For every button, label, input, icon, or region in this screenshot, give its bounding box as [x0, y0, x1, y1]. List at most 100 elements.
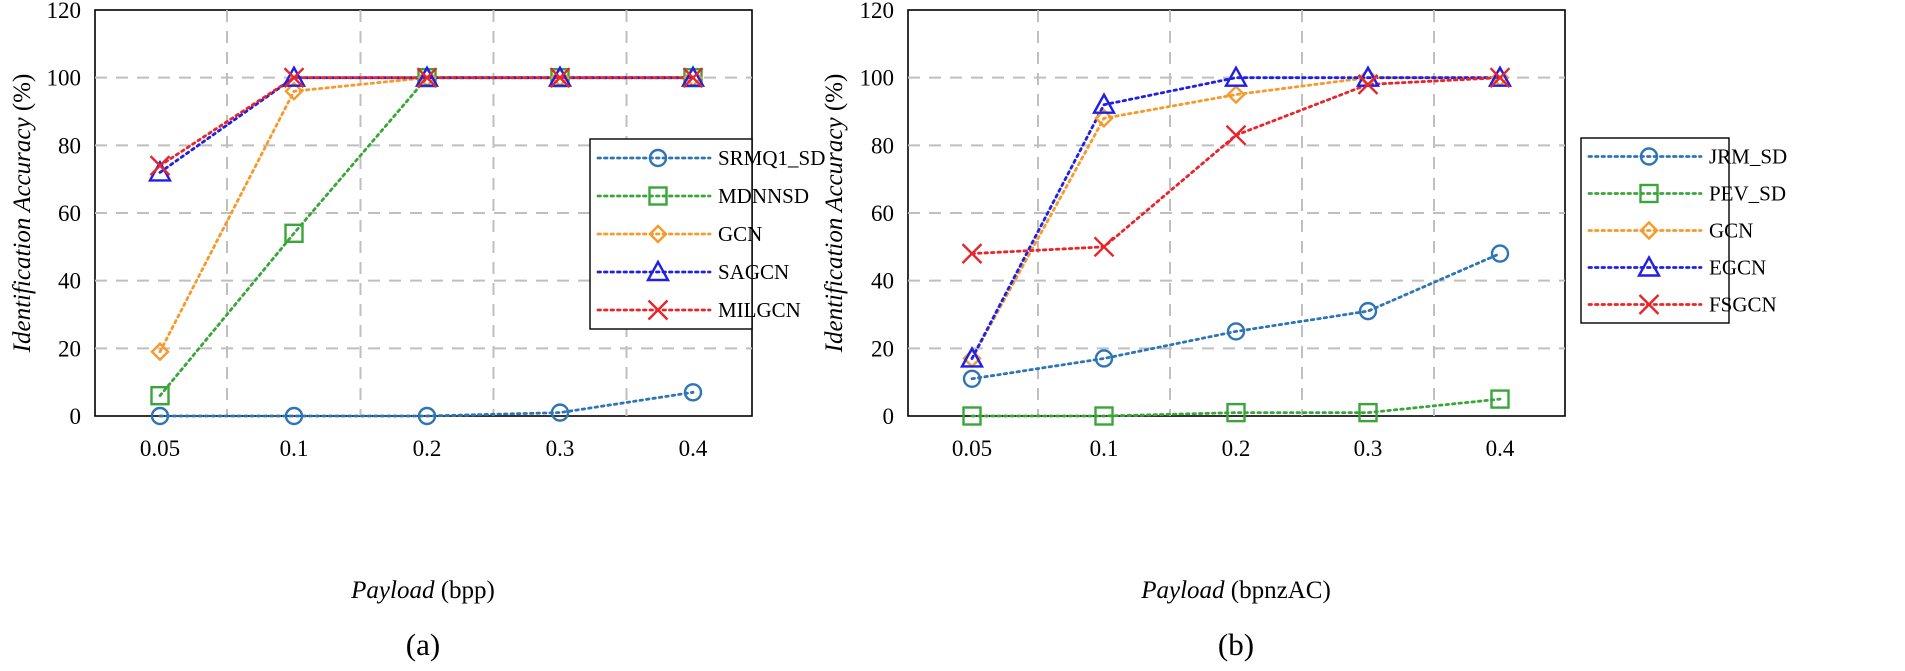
y-axis-label: Identification Accuracy (%) [9, 74, 36, 354]
data-point-milgcn [283, 67, 305, 89]
data-point-egcn [1223, 65, 1249, 87]
data-point-egcn [1091, 92, 1117, 114]
x-tick-label: 0.3 [546, 436, 575, 461]
x-tick-label: 0.2 [1222, 436, 1251, 461]
data-point-milgcn [682, 67, 704, 89]
y-tick-label: 120 [47, 0, 82, 23]
legend-marker [1638, 294, 1660, 315]
legend-label: FSGCN [1709, 293, 1777, 317]
data-point-srmq1-sd [683, 383, 703, 402]
legend-marker [1639, 220, 1659, 241]
data-point-milgcn [416, 67, 438, 89]
data-point-egcn [959, 346, 985, 368]
series-line-srmq1-sd [158, 390, 695, 418]
x-tick-label: 0.1 [280, 436, 309, 461]
data-point-milgcn [149, 155, 171, 176]
y-axis-label-italic: Identification Accuracy [821, 111, 848, 353]
y-tick-label: 40 [58, 269, 81, 294]
data-point-sagcn [281, 65, 307, 87]
legend: SRMQ1_SD MDNNSD GCN SAGCN MILGCN [589, 138, 825, 330]
legend: JRM_SD PEV_SD GCN EGCN FSGCN [1580, 137, 1787, 324]
legend-label: MDNNSD [718, 184, 809, 208]
legend-label: EGCN [1709, 256, 1766, 280]
data-point-jrm-sd [1490, 244, 1510, 263]
data-point-gcn [284, 81, 304, 101]
data-point-jrm-sd [1358, 301, 1378, 321]
x-tick-label: 0.05 [140, 436, 180, 461]
data-point-pev-sd [1094, 406, 1114, 426]
data-point-srmq1-sd [550, 403, 570, 422]
legend-marker [648, 148, 668, 168]
data-point-gcn [1226, 84, 1246, 105]
y-tick-label: 40 [871, 269, 894, 294]
legend-marker [645, 259, 671, 282]
legend-label: GCN [1709, 219, 1753, 243]
legend-label: GCN [718, 222, 762, 246]
y-axis-label-unit: (%) [9, 74, 36, 111]
y-tick-label: 120 [860, 0, 895, 23]
legend-label: PEV_SD [1709, 182, 1786, 206]
y-tick-label: 80 [58, 133, 81, 158]
y-axis-label-italic: Identification Accuracy [9, 111, 36, 353]
x-tick-label: 0.4 [1486, 436, 1515, 461]
x-tick-label: 0.4 [679, 436, 708, 461]
y-tick-label: 60 [871, 201, 894, 226]
y-tick-label: 80 [871, 133, 894, 158]
series-line-jrm-sd [970, 252, 1502, 381]
legend-marker [1639, 147, 1659, 166]
data-point-jrm-sd [962, 369, 982, 388]
x-axis-label-italic: Payload [1140, 577, 1231, 604]
data-point-sagcn [680, 65, 706, 87]
x-tick-label: 0.3 [1354, 436, 1383, 461]
y-axis-label: Identification Accuracy (%) [821, 74, 848, 354]
data-point-jrm-sd [1094, 349, 1114, 368]
data-point-sagcn [414, 65, 440, 87]
series-line-pev-sd [970, 397, 1502, 418]
data-point-srmq1-sd [284, 406, 304, 426]
x-axis-label: Payload (bpp) [350, 577, 495, 604]
data-point-pev-sd [1226, 402, 1246, 423]
data-point-sagcn [547, 65, 573, 87]
data-point-fsgcn [1225, 124, 1247, 146]
x-tick-label: 0.1 [1090, 436, 1119, 461]
data-point-fsgcn [1489, 67, 1511, 89]
y-axis-label-unit: (%) [821, 74, 848, 111]
y-tick-label: 0 [883, 404, 895, 429]
data-point-fsgcn [961, 243, 983, 264]
legend-marker [1636, 255, 1662, 277]
data-point-mdnnsd [150, 386, 170, 406]
x-tick-label: 0.05 [952, 436, 992, 461]
x-axis-label: Payload (bpnzAC) [1140, 577, 1331, 604]
data-point-pev-sd [1358, 402, 1378, 423]
legend-marker [647, 299, 669, 321]
data-point-egcn [1487, 65, 1513, 87]
data-point-pev-sd [1490, 389, 1510, 409]
chart-a: 0 20 40 60 80 100 120 0.05 0.1 0.2 0.3 0.4 SRMQ1_SD M… [9, 0, 825, 662]
data-point-srmq1-sd [417, 406, 437, 426]
legend-label: MILGCN [718, 298, 801, 322]
data-point-fsgcn [1093, 236, 1115, 258]
legend-label: SAGCN [718, 260, 789, 284]
x-axis-label-unit: (bpnzAC) [1231, 577, 1331, 604]
data-point-pev-sd [962, 406, 982, 426]
x-tick-label: 0.2 [413, 436, 442, 461]
data-point-gcn [150, 342, 170, 362]
data-point-mdnnsd [284, 223, 304, 244]
legend-label: SRMQ1_SD [718, 146, 825, 170]
legend-label: JRM_SD [1709, 145, 1787, 169]
data-point-srmq1-sd [150, 406, 170, 426]
y-tick-label: 20 [58, 336, 81, 361]
data-point-jrm-sd [1226, 322, 1246, 341]
data-point-gcn [1094, 108, 1114, 128]
data-point-fsgcn [1357, 74, 1379, 95]
y-tick-label: 100 [47, 66, 82, 91]
series-line-egcn [970, 76, 1502, 360]
y-tick-label: 100 [860, 66, 895, 91]
data-point-milgcn [549, 67, 571, 89]
legend-marker [1639, 183, 1659, 204]
x-axis-label-italic: Payload [350, 577, 441, 604]
legend-marker [648, 224, 668, 244]
x-axis-label-unit: (bpp) [441, 577, 495, 604]
legend-marker [648, 186, 668, 206]
